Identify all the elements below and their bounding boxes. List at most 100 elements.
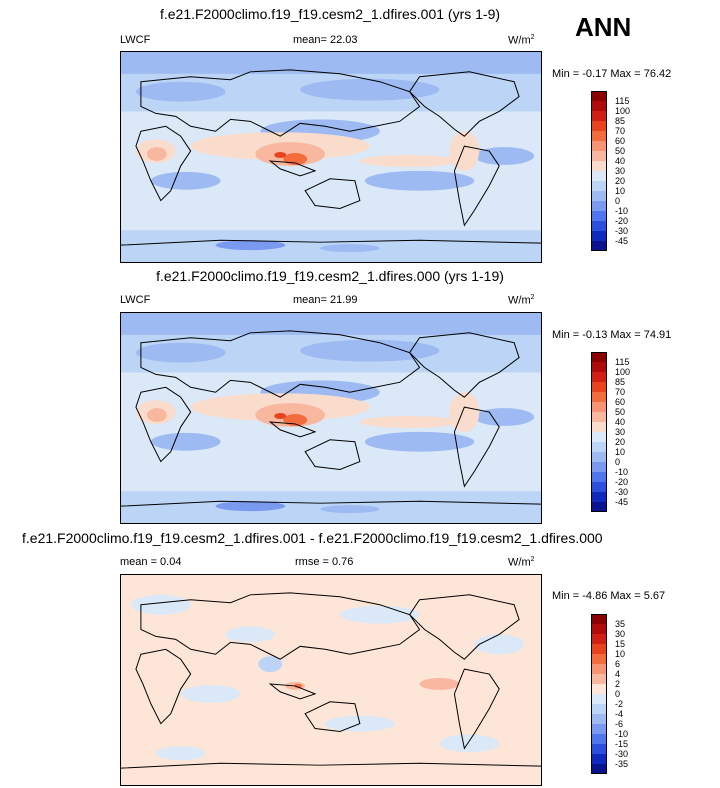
colorbar-label: 10 (615, 186, 626, 196)
colorbar-label: 60 (615, 136, 626, 146)
colorbar-swatch (591, 724, 607, 734)
colorbar-swatch (591, 432, 607, 442)
panel2-center-label: mean= 21.99 (293, 294, 358, 306)
colorbar-label: 0 (615, 196, 621, 206)
colorbar-label: 20 (615, 437, 626, 447)
colorbar-label: 35 (615, 619, 626, 629)
colorbar-label: 0 (615, 689, 621, 699)
colorbar-label: 20 (615, 176, 626, 186)
colorbar-label: 2 (615, 679, 621, 689)
colorbar-swatch (591, 624, 607, 634)
colorbar-label: 50 (615, 146, 626, 156)
colorbar-swatch (591, 754, 607, 764)
colorbar-swatch (591, 141, 607, 151)
season-label: ANN (575, 12, 632, 42)
colorbar-label: 6 (615, 659, 621, 669)
colorbar-swatch (591, 171, 607, 181)
colorbar-swatch (591, 482, 607, 492)
colorbar-swatch (591, 472, 607, 482)
panel2-colorbar (591, 352, 607, 512)
panel2-units: W/m2 (508, 294, 535, 307)
colorbar-swatch (591, 412, 607, 422)
colorbar-label: 100 (615, 367, 631, 377)
colorbar-swatch (591, 492, 607, 502)
panel1-colorbar (591, 91, 607, 251)
panel1-title: f.e21.F2000climo.f19_f19.cesm2_1.dfires.… (159, 6, 501, 22)
colorbar-label: 100 (615, 106, 631, 116)
colorbar-swatch (591, 392, 607, 402)
colorbar-label: 85 (615, 116, 626, 126)
colorbar-label: 0 (615, 457, 621, 467)
colorbar-label: 30 (615, 427, 626, 437)
panel2-colorbar-labels: 115 100 85 70 60 50 40 30 20 10 0 -10 -2… (615, 357, 630, 507)
colorbar-label: 70 (615, 387, 626, 397)
colorbar-swatch (591, 714, 607, 724)
colorbar-label: -45 (615, 497, 629, 507)
colorbar-label: -2 (615, 699, 624, 709)
panel1-colorbar-labels: 115 100 85 70 60 50 40 30 20 10 0 -10 -2… (615, 96, 630, 246)
colorbar-swatch (591, 694, 607, 704)
colorbar-swatch (591, 121, 607, 131)
colorbar-label: 85 (615, 377, 626, 387)
panel3-minmax: Min = -4.86 Max = 5.67 (552, 590, 666, 602)
panel1-left-label: LWCF (120, 34, 151, 46)
colorbar-label: 60 (615, 397, 626, 407)
colorbar-swatch (591, 452, 607, 462)
colorbar-swatch (591, 221, 607, 231)
colorbar-swatch (591, 654, 607, 664)
panel3-left-label: mean = 0.04 (120, 556, 182, 568)
colorbar-swatch (591, 362, 607, 372)
panel1-minmax: Min = -0.17 Max = 76.42 (552, 68, 672, 80)
colorbar-label: 70 (615, 126, 626, 136)
panel3-center-label: rmse = 0.76 (295, 556, 354, 568)
colorbar-swatch (591, 382, 607, 392)
colorbar-swatch (591, 372, 607, 382)
colorbar-label: 30 (615, 629, 626, 639)
colorbar-label: 115 (615, 96, 630, 106)
colorbar-label: -4 (615, 709, 624, 719)
panel3-units: W/m2 (508, 556, 535, 569)
colorbar-swatch (591, 231, 607, 241)
colorbar-swatch (591, 241, 607, 251)
colorbar-label: 50 (615, 407, 626, 417)
colorbar-swatch (591, 644, 607, 654)
colorbar-swatch (591, 614, 607, 624)
colorbar-label: -35 (615, 759, 629, 769)
colorbar-swatch (591, 462, 607, 472)
colorbar-swatch (591, 442, 607, 452)
colorbar-label: -20 (615, 216, 629, 226)
colorbar-swatch (591, 744, 607, 754)
colorbar-label: 15 (615, 639, 626, 649)
panel2-left-label: LWCF (120, 294, 151, 306)
colorbar-label: 10 (615, 649, 626, 659)
colorbar-swatch (591, 181, 607, 191)
panel1-center-label: mean= 22.03 (293, 34, 358, 46)
colorbar-swatch (591, 704, 607, 714)
colorbar-swatch (591, 674, 607, 684)
panel3-colorbar-labels: 35 30 15 10 6 4 2 0 -2 -4 -6 -10 -15 -30… (615, 619, 628, 769)
colorbar-swatch (591, 211, 607, 221)
colorbar-swatch (591, 111, 607, 121)
colorbar-label: 4 (615, 669, 621, 679)
colorbar-label: -10 (615, 206, 629, 216)
colorbar-swatch (591, 422, 607, 432)
colorbar-label: 115 (615, 357, 630, 367)
colorbar-swatch (591, 734, 607, 744)
panel2-map (120, 312, 542, 524)
colorbar-label: 10 (615, 447, 626, 457)
colorbar-label: -6 (615, 719, 624, 729)
colorbar-label: -20 (615, 477, 629, 487)
colorbar-label: 40 (615, 417, 626, 427)
panel1-map (120, 51, 542, 263)
colorbar-swatch (591, 191, 607, 201)
colorbar-label: 40 (615, 156, 626, 166)
colorbar-label: -10 (615, 729, 629, 739)
colorbar-swatch (591, 101, 607, 111)
colorbar-label: -30 (615, 487, 629, 497)
colorbar-swatch (591, 664, 607, 674)
panel3-map (120, 574, 542, 786)
colorbar-swatch (591, 764, 607, 774)
colorbar-swatch (591, 352, 607, 362)
panel2-title: f.e21.F2000climo.f19_f19.cesm2_1.dfires.… (156, 268, 504, 284)
colorbar-swatch (591, 634, 607, 644)
